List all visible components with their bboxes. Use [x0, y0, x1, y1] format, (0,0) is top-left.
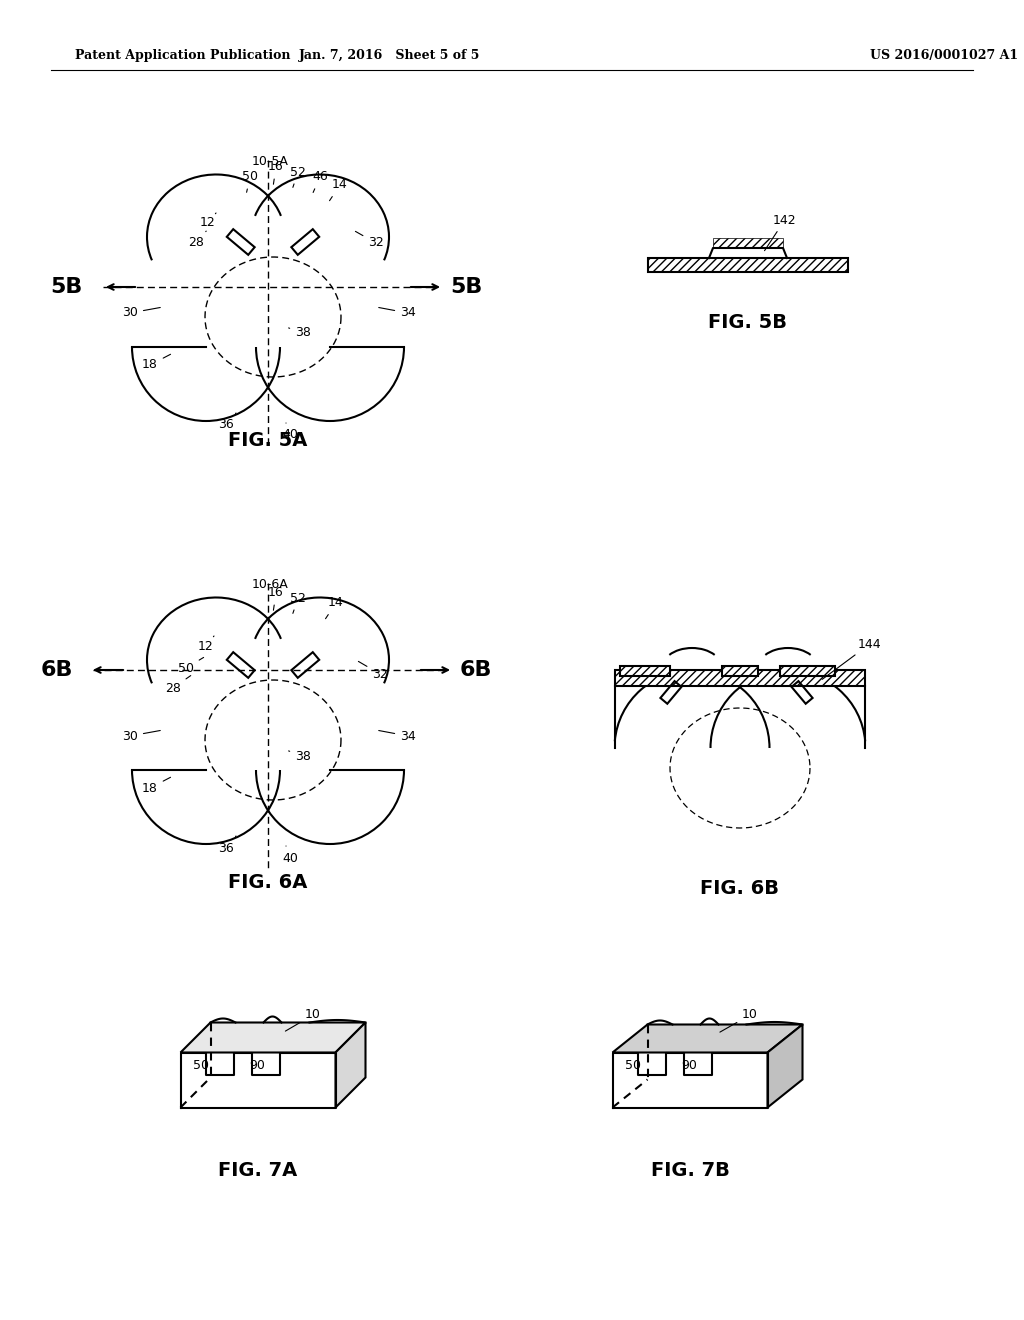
Text: 90: 90: [250, 1059, 265, 1072]
Text: US 2016/0001027 A1: US 2016/0001027 A1: [870, 49, 1018, 62]
Bar: [722, 667, 758, 676]
Text: 30: 30: [122, 730, 161, 742]
Polygon shape: [336, 1023, 366, 1107]
Text: 18: 18: [142, 777, 171, 795]
Text: 36: 36: [218, 836, 236, 854]
Text: 32: 32: [355, 231, 384, 249]
Text: 10: 10: [720, 1008, 758, 1032]
Text: 10-5A: 10-5A: [252, 154, 289, 168]
Text: 46: 46: [312, 170, 328, 193]
Text: Jan. 7, 2016   Sheet 5 of 5: Jan. 7, 2016 Sheet 5 of 5: [299, 49, 480, 62]
Bar: [722, 667, 758, 676]
Text: 12: 12: [198, 636, 214, 652]
Text: 28: 28: [165, 676, 190, 694]
Bar: [780, 667, 835, 676]
Text: 34: 34: [379, 730, 416, 742]
Text: FIG. 5A: FIG. 5A: [228, 430, 307, 450]
Text: 30: 30: [122, 306, 161, 319]
Text: 34: 34: [379, 306, 416, 319]
Polygon shape: [180, 1023, 366, 1052]
Text: 90: 90: [682, 1059, 697, 1072]
Text: 50: 50: [626, 1059, 641, 1072]
Text: 5B: 5B: [50, 277, 83, 297]
Bar: [620, 667, 670, 676]
Text: 50: 50: [178, 657, 204, 675]
Text: 38: 38: [289, 326, 311, 339]
Text: 40: 40: [282, 846, 298, 865]
Bar: [615, 671, 865, 686]
Bar: [780, 667, 835, 676]
Polygon shape: [768, 1024, 803, 1107]
Bar: [713, 238, 783, 248]
Polygon shape: [612, 1024, 803, 1052]
Text: 10: 10: [286, 1008, 321, 1031]
Text: Patent Application Publication: Patent Application Publication: [75, 49, 291, 62]
Text: 6B: 6B: [41, 660, 73, 680]
Text: 50: 50: [194, 1059, 210, 1072]
Text: 12: 12: [200, 213, 216, 230]
Text: 38: 38: [289, 750, 311, 763]
Text: 40: 40: [282, 422, 298, 441]
Text: 18: 18: [142, 354, 171, 371]
Text: 10-6A: 10-6A: [252, 578, 289, 591]
Text: FIG. 6B: FIG. 6B: [700, 879, 779, 898]
Bar: [648, 257, 848, 272]
Text: 16: 16: [268, 161, 284, 185]
Bar: [620, 667, 670, 676]
Text: 14: 14: [326, 597, 344, 619]
Text: 50: 50: [242, 170, 258, 193]
Text: FIG. 7A: FIG. 7A: [218, 1160, 298, 1180]
Text: 52: 52: [290, 591, 306, 614]
Text: 6B: 6B: [460, 660, 493, 680]
Text: 14: 14: [330, 178, 348, 201]
Text: 52: 52: [290, 165, 306, 187]
Bar: [713, 238, 783, 248]
Text: 28: 28: [188, 231, 206, 249]
Text: 32: 32: [358, 661, 388, 681]
Bar: [615, 671, 865, 686]
Text: FIG. 5B: FIG. 5B: [709, 314, 787, 333]
Text: 142: 142: [765, 214, 797, 251]
Text: 36: 36: [218, 413, 236, 432]
Bar: [648, 257, 848, 272]
Text: FIG. 7B: FIG. 7B: [650, 1160, 729, 1180]
Text: 16: 16: [268, 586, 284, 610]
Text: FIG. 6A: FIG. 6A: [228, 874, 307, 892]
Text: 5B: 5B: [450, 277, 482, 297]
Text: 144: 144: [822, 638, 882, 680]
